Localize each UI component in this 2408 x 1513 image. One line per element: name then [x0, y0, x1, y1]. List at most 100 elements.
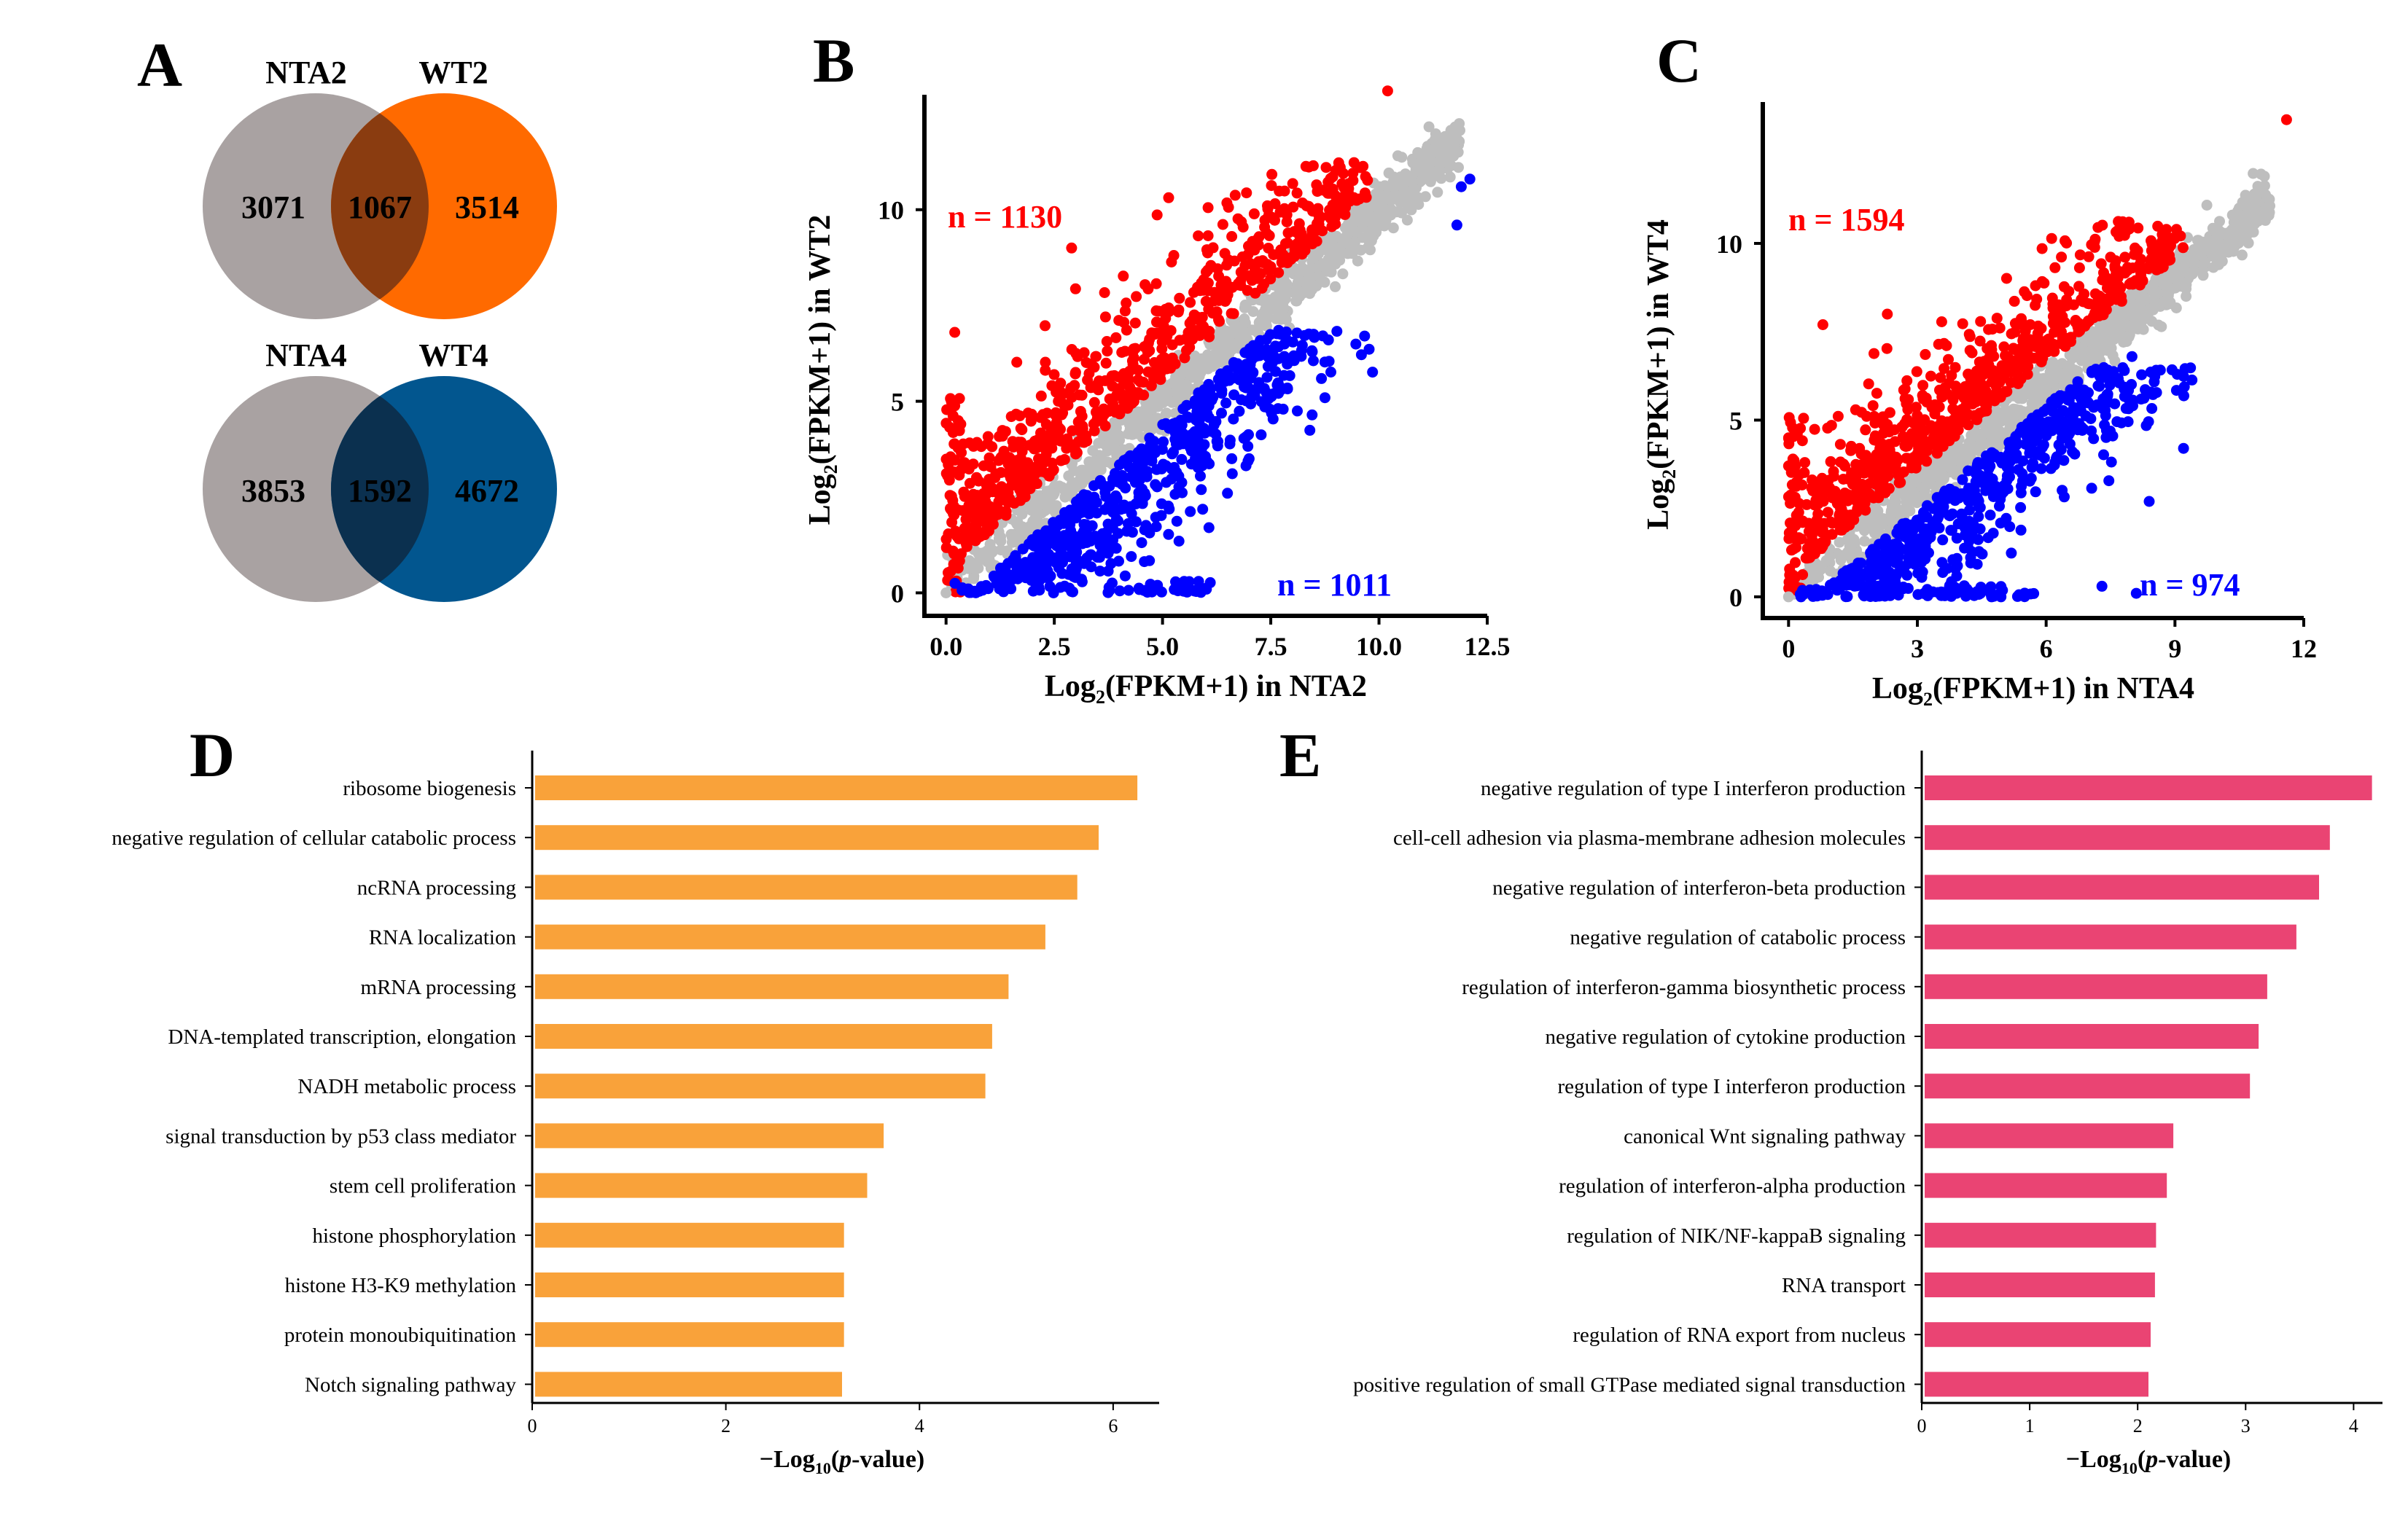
bars-d-bar [535, 1372, 842, 1397]
scatter-c-up-point [2017, 333, 2029, 345]
scatter-c-up-point [1966, 347, 1978, 359]
scatter-c-up-point [1933, 441, 1945, 452]
scatter-c-up-point [1989, 395, 2000, 407]
scatter-b-up-point [1339, 182, 1349, 193]
scatter-c-up-point [2008, 295, 2020, 307]
scatter-c-up-point [1825, 456, 1836, 467]
bars-e-x-title-pre: −Log [2066, 1446, 2121, 1473]
scatter-b-ns-point [968, 570, 980, 582]
scatter-c-down-point [2185, 362, 2197, 374]
scatter-b-down-point [1043, 538, 1054, 549]
scatter-c-up-point [1809, 499, 1820, 511]
scatter-b-up-point [1322, 176, 1334, 188]
scatter-c-up-point [2086, 239, 2097, 251]
scatter-b-ns-point [1094, 460, 1105, 472]
scatter-b-up-point [1088, 396, 1100, 408]
scatter-b-ns-point [1296, 262, 1308, 273]
scatter-c-ns-point [1836, 550, 1848, 561]
scatter-c-ns-point [1886, 499, 1898, 510]
scatter-b-down-point [1247, 340, 1259, 351]
scatter-b-up-point [943, 474, 955, 486]
scatter-c-down-point [2072, 376, 2084, 388]
scatter-b-down-point [1319, 356, 1330, 368]
scatter-c-up-point [2175, 230, 2186, 242]
scatter-c-up-point [1798, 413, 1809, 424]
scatter-c-ns-point [1824, 551, 1836, 562]
scatter-b-ns-point [1303, 273, 1314, 284]
scatter-b-y-title-rest: (FPKM+1) in WT2 [803, 215, 837, 465]
scatter-c-down-point [1811, 590, 1823, 602]
scatter-b-up-point [1269, 214, 1280, 226]
bars-e-category-label: regulation of RNA export from nucleus [1573, 1324, 1906, 1347]
scatter-c-up-point [1940, 424, 1952, 436]
scatter-b-up-point [1002, 485, 1013, 496]
bars-d-x-axis-title: −Log10(p-value) [760, 1446, 924, 1477]
scatter-b-up-point [1263, 230, 1275, 241]
scatter-b-down-point [1197, 504, 1209, 515]
scatter-b-down-point [1367, 367, 1379, 378]
scatter-b-ns-point [1330, 281, 1341, 292]
scatter-c-ns-point [1995, 414, 2007, 426]
scatter-c-down-point [2033, 446, 2045, 458]
scatter-c-up-point [2036, 243, 2048, 254]
scatter-c-ns-point [1965, 439, 1977, 450]
scatter-b-down-point [1157, 419, 1169, 431]
bars-d-x-title-pre: −Log [760, 1446, 815, 1473]
bars-d-x-tick-label: 4 [915, 1415, 924, 1436]
scatter-c-up-point [2125, 277, 2137, 289]
scatter-b-down-outlier [1455, 181, 1467, 192]
scatter-c-ns-point [1844, 541, 1855, 552]
scatter-b-up-point [1142, 283, 1154, 294]
panel-letter-b: B [813, 26, 854, 95]
scatter-b-down-point [1181, 399, 1193, 411]
scatter-b-ns-point [1107, 439, 1118, 450]
scatter-c-down-point [2086, 425, 2097, 437]
scatter-b-origin-point [940, 587, 952, 598]
scatter-c-up-point [1884, 461, 1895, 473]
scatter-c-down-point [1973, 494, 1984, 506]
scatter-b-up-point [1263, 265, 1275, 276]
scatter-b-up-point [1078, 347, 1090, 359]
scatter-c-up-point [1793, 469, 1805, 481]
scatter-b-up-point [1016, 437, 1027, 448]
bars-e-x-tick-label: 3 [2241, 1415, 2251, 1436]
scatter-c-up-outlier [1882, 308, 1893, 320]
scatter-c-down-point [1916, 556, 1928, 568]
scatter-b-down-point [1144, 555, 1156, 566]
scatter-b-up-point [1091, 412, 1103, 423]
scatter-c-down-point [2085, 413, 2097, 424]
scatter-c-down-count-label: n = 974 [2140, 567, 2240, 603]
scatter-c-down-point [2057, 485, 2068, 496]
scatter-b-ns-point [1363, 234, 1374, 246]
scatter-c-ns-point [1946, 456, 1957, 467]
scatter-c-up-point [1920, 348, 1931, 360]
scatter-c-up-point [1799, 457, 1811, 469]
scatter-b-down-point [1078, 558, 1090, 569]
bars-d-bar [535, 825, 1099, 851]
scatter-c-up-point [1867, 400, 1879, 412]
scatter-b-x-tick-label: 2.5 [1038, 632, 1071, 661]
scatter-b-up-point [1100, 357, 1112, 369]
scatter-c-ns-point [2181, 291, 2192, 302]
scatter-b-up-outlier [1382, 85, 1393, 97]
scatter-b-up-point [1192, 281, 1204, 293]
scatter-b-down-point [1052, 536, 1064, 547]
scatter-b-up-point [1274, 185, 1285, 197]
scatter-c-down-point [1986, 591, 1998, 603]
scatter-b-down-point [1325, 367, 1336, 378]
scatter-c-x-tick-label: 3 [1911, 634, 1924, 663]
scatter-b-down-point [1281, 335, 1293, 345]
scatter-b-up-point [1232, 213, 1244, 224]
scatter-c-up-point [1911, 366, 1922, 378]
scatter-b-up-point [1038, 409, 1050, 421]
scatter-b-up-point [1102, 345, 1113, 357]
scatter-b-down-point [1065, 551, 1076, 563]
scatter-c-ns-point [2127, 299, 2138, 310]
scatter-c-ns-point [2248, 168, 2259, 179]
scatter-c-up-point [1918, 434, 1930, 446]
scatter-c-up-point [2111, 294, 2122, 305]
scatter-c-ns-point [1929, 465, 1941, 477]
scatter-c-ns-point [2162, 274, 2174, 286]
scatter-b-ns-point [1226, 328, 1237, 340]
venn-bottom-left-label: NTA4 [265, 337, 347, 373]
